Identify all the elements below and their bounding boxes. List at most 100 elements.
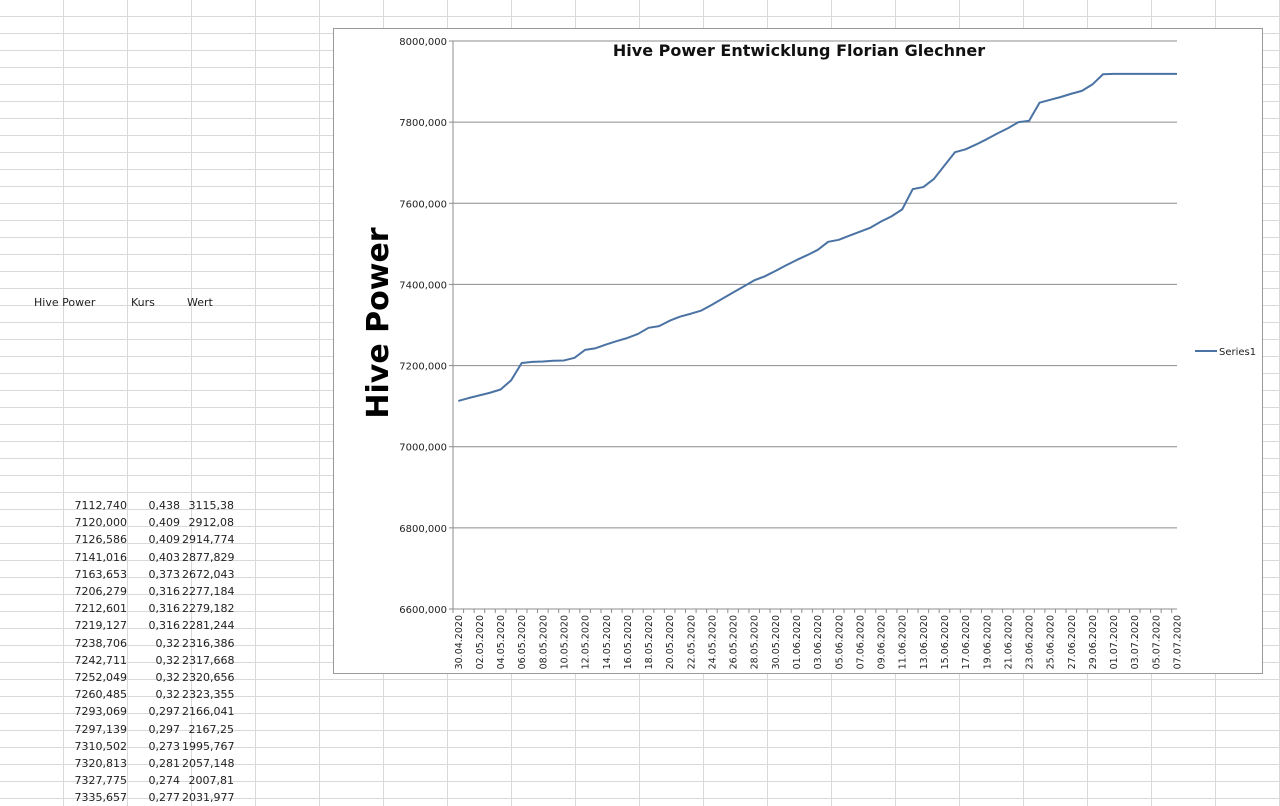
x-tick-label: 23.06.2020 <box>1025 615 1036 669</box>
cell-wert[interactable]: 2877,829 <box>182 550 235 564</box>
legend-series1-label: Series1 <box>1219 347 1256 358</box>
cell-kurs[interactable]: 0,409 <box>148 533 181 547</box>
x-tick-label: 02.05.2020 <box>475 615 486 669</box>
cell-hive-power[interactable]: 7219,127 <box>74 619 128 633</box>
cell-wert[interactable]: 2317,668 <box>182 653 235 667</box>
x-tick-label: 09.06.2020 <box>877 615 888 669</box>
cell-wert[interactable]: 2277,184 <box>182 585 235 598</box>
cell-kurs[interactable]: 0,297 <box>148 722 181 736</box>
cell-kurs[interactable]: 0,438 <box>148 499 181 512</box>
cell-kurs[interactable]: 0,32 <box>155 653 181 667</box>
chart-gridlines <box>453 40 1177 610</box>
cell-hive-power[interactable]: 7252,049 <box>74 671 128 684</box>
y-tick-label: 8000,000 <box>399 37 447 48</box>
cell-wert[interactable]: 3115,38 <box>188 499 235 512</box>
x-tick-label: 29.06.2020 <box>1088 615 1099 669</box>
column-header-kurs[interactable]: Kurs <box>131 296 155 309</box>
cell-kurs[interactable]: 0,32 <box>155 671 181 684</box>
x-tick-label: 15.06.2020 <box>940 615 951 669</box>
cell-hive-power[interactable]: 7112,740 <box>74 499 128 512</box>
cell-hive-power[interactable]: 7206,279 <box>74 585 128 598</box>
column-header-wert[interactable]: Wert <box>187 296 213 309</box>
column-header-hive-power[interactable]: Hive Power <box>34 296 96 309</box>
y-axis-title: Hive Power <box>361 227 396 418</box>
y-tick-label: 7800,000 <box>399 118 447 129</box>
x-tick-label: 30.05.2020 <box>771 615 782 669</box>
x-tick-label: 08.05.2020 <box>538 615 549 669</box>
cell-kurs[interactable]: 0,373 <box>148 567 181 581</box>
cell-wert[interactable]: 2914,774 <box>182 533 235 547</box>
cell-wert[interactable]: 2316,386 <box>182 636 235 650</box>
chart-axes: 6600,000 6800,000 7000,000 7200,000 7400,000… <box>399 37 1183 669</box>
cell-hive-power[interactable]: 7327,775 <box>74 774 128 788</box>
chart-legend: Series1 <box>1195 347 1256 358</box>
cell-hive-power[interactable]: 7212,601 <box>74 602 128 616</box>
cell-wert[interactable]: 2281,244 <box>182 619 235 633</box>
cell-hive-power[interactable]: 7335,657 <box>74 791 128 805</box>
x-tick-label: 01.07.2020 <box>1109 615 1120 669</box>
cell-hive-power[interactable]: 7293,069 <box>74 705 128 719</box>
cell-wert[interactable]: 2672,043 <box>182 567 235 581</box>
cell-hive-power[interactable]: 7242,711 <box>74 653 128 667</box>
x-tick-label: 07.06.2020 <box>855 615 866 669</box>
y-tick-label: 7000,000 <box>399 443 447 454</box>
cell-wert[interactable]: 2031,977 <box>182 791 235 805</box>
cell-wert[interactable]: 2166,041 <box>182 705 235 719</box>
cell-kurs[interactable]: 0,273 <box>148 739 181 753</box>
cell-kurs[interactable]: 0,281 <box>148 757 181 770</box>
cell-wert[interactable]: 2279,182 <box>182 602 235 616</box>
cell-kurs[interactable]: 0,32 <box>155 688 181 702</box>
cell-wert[interactable]: 2320,656 <box>182 671 235 684</box>
cell-hive-power[interactable]: 7126,586 <box>74 533 128 547</box>
x-tick-label: 19.06.2020 <box>982 615 993 669</box>
line-chart: 6600,000 6800,000 7000,000 7200,000 7400,000… <box>361 37 1256 669</box>
cell-hive-power[interactable]: 7310,502 <box>74 739 128 753</box>
cell-wert[interactable]: 1995,767 <box>182 739 235 753</box>
cell-hive-power[interactable]: 7297,139 <box>74 722 128 736</box>
cell-hive-power[interactable]: 7120,000 <box>74 516 128 530</box>
cell-kurs[interactable]: 0,316 <box>148 602 181 616</box>
x-tick-label: 13.06.2020 <box>919 615 930 669</box>
x-tick-label: 28.05.2020 <box>750 615 761 669</box>
cell-wert[interactable]: 2323,355 <box>182 688 235 702</box>
x-tick-label: 05.06.2020 <box>834 615 845 669</box>
y-tick-label: 7600,000 <box>399 199 447 210</box>
cell-kurs[interactable]: 0,403 <box>148 550 181 564</box>
cell-kurs[interactable]: 0,297 <box>148 705 181 719</box>
x-tick-label: 06.05.2020 <box>517 615 528 669</box>
x-tick-label: 14.05.2020 <box>602 615 613 669</box>
x-tick-label: 18.05.2020 <box>644 615 655 669</box>
x-tick-label: 12.05.2020 <box>581 615 592 669</box>
x-tick-label: 03.07.2020 <box>1130 615 1141 669</box>
x-tick-label: 10.05.2020 <box>559 615 570 669</box>
x-tick-label: 27.06.2020 <box>1067 615 1078 669</box>
cell-hive-power[interactable]: 7320,813 <box>74 757 128 770</box>
cell-hive-power[interactable]: 7238,706 <box>74 636 128 650</box>
chart-title: Hive Power Entwicklung Florian Glechner <box>613 41 985 60</box>
x-tick-label: 20.05.2020 <box>665 615 676 669</box>
cell-wert[interactable]: 2167,25 <box>188 722 235 736</box>
cell-wert[interactable]: 2057,148 <box>182 757 235 770</box>
x-tick-label: 17.06.2020 <box>961 615 972 669</box>
cell-hive-power[interactable]: 7141,016 <box>74 550 128 564</box>
cell-wert[interactable]: 2007,81 <box>188 774 235 788</box>
chart-container[interactable]: 6600,000 6800,000 7000,000 7200,000 7400,000… <box>333 28 1263 674</box>
x-tick-label: 04.05.2020 <box>496 615 507 669</box>
cell-kurs[interactable]: 0,277 <box>148 791 181 805</box>
x-tick-label: 25.06.2020 <box>1046 615 1057 669</box>
cell-kurs[interactable]: 0,274 <box>148 774 181 788</box>
cell-hive-power[interactable]: 7260,485 <box>74 688 128 702</box>
cell-kurs[interactable]: 0,316 <box>148 619 181 633</box>
x-tick-label: 05.07.2020 <box>1151 615 1162 669</box>
x-tick-label: 07.07.2020 <box>1173 615 1184 669</box>
cell-wert[interactable]: 2912,08 <box>188 516 235 530</box>
cell-kurs[interactable]: 0,32 <box>155 636 181 650</box>
cell-kurs[interactable]: 0,409 <box>148 516 181 530</box>
y-tick-label: 7200,000 <box>399 362 447 373</box>
cell-hive-power[interactable]: 7163,653 <box>74 567 128 581</box>
x-tick-label: 01.06.2020 <box>792 615 803 669</box>
y-tick-label: 6800,000 <box>399 524 447 535</box>
x-tick-label: 30.04.2020 <box>454 615 465 669</box>
chart-series <box>458 72 1177 402</box>
cell-kurs[interactable]: 0,316 <box>148 585 181 598</box>
